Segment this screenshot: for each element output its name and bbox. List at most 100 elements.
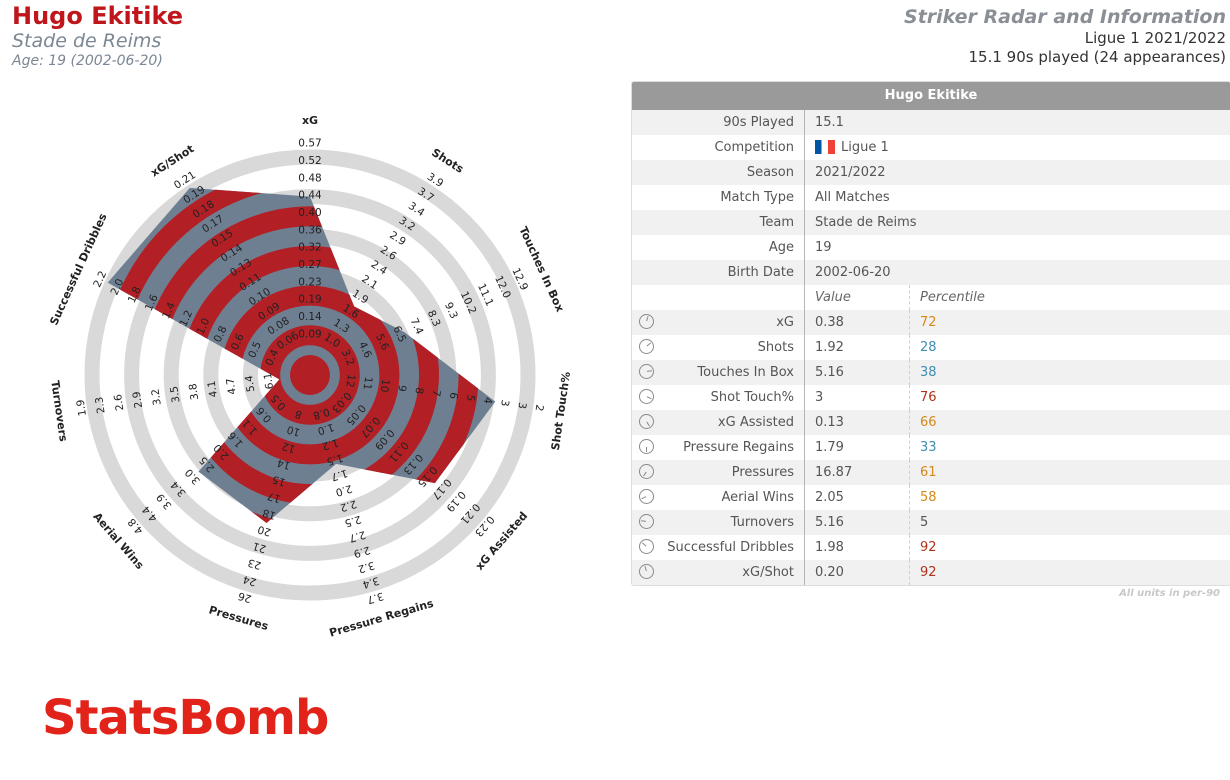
info-value-text: 19 (815, 240, 832, 255)
metric-value: 0.13 (805, 410, 910, 435)
clock-icon (638, 489, 654, 504)
metrics-header-blank (632, 285, 805, 310)
radar-tick-label: 14 (275, 456, 292, 471)
info-row: Team Stade de Reims (632, 210, 1230, 235)
metric-percentile: 28 (920, 340, 937, 355)
radar-tick-label: 0.27 (298, 259, 321, 271)
info-value: 19 (805, 235, 1225, 260)
radar-chart: 0.09 0.14 0.19 0.23 0.27 0.32 0.36 0.40 0.44 0.48… (47, 114, 573, 640)
radar-tick-label: 1.7 (330, 467, 349, 483)
radar-center (290, 355, 330, 395)
info-row: 90s Played 15.1 (632, 110, 1230, 135)
radar-tick-label: 4.1 (206, 380, 220, 398)
clock-icon (638, 414, 654, 429)
metric-percentile: 33 (920, 440, 937, 455)
radar-tick-label: 12 (281, 440, 297, 455)
clock-icon (638, 514, 654, 529)
metric-clock-icon (632, 535, 660, 560)
info-value: All Matches (805, 185, 1225, 210)
info-value-text: Ligue 1 (841, 140, 889, 155)
radar-tick-label: 2.7 (348, 528, 367, 544)
info-value-text: 15.1 (815, 115, 844, 130)
radar-tick-label: 2.6 (112, 393, 126, 412)
radar-tick-label: 23 (246, 556, 262, 571)
metric-clock-icon (632, 460, 660, 485)
metric-row: Pressure Regains 1.79 33 (632, 435, 1230, 460)
table-title: Hugo Ekitike (632, 82, 1230, 110)
info-label: Birth Date (632, 260, 805, 285)
radar-tick-label: 0.14 (298, 311, 322, 323)
metric-value: 0.20 (805, 560, 910, 585)
metric-value: 1.79 (805, 435, 910, 460)
metric-label: Shot Touch% (660, 385, 805, 410)
info-value: Ligue 1 (805, 135, 1225, 160)
clock-icon (638, 389, 654, 404)
metric-clock-icon (632, 310, 660, 335)
info-label: Match Type (632, 185, 805, 210)
info-row: Match Type All Matches (632, 185, 1230, 210)
metric-label: xG/Shot (660, 560, 805, 585)
info-table: Hugo Ekitike 90s Played 15.1 Competition Li… (631, 81, 1230, 586)
played-summary: 15.1 90s played (24 appearances) (968, 48, 1226, 66)
radar-tick-label: 3.5 (168, 385, 182, 403)
radar-tick-label: 1.2 (321, 436, 340, 452)
clock-icon (638, 314, 654, 329)
age-line: Age: 19 (2002-06-20) (12, 53, 163, 69)
metric-percentile: 76 (920, 390, 937, 405)
radar-tick-label: 2.9 (352, 543, 371, 559)
info-value-text: 2021/2022 (815, 165, 886, 180)
radar-tick-label: 21 (251, 539, 267, 554)
clock-icon (638, 364, 654, 379)
metric-row: Successful Dribbles 1.98 92 (632, 535, 1230, 560)
info-value: 2021/2022 (805, 160, 1225, 185)
metric-value: 2.05 (805, 485, 910, 510)
metric-label: Turnovers (660, 510, 805, 535)
info-value: 2002-06-20 (805, 260, 1225, 285)
radar-axis-label: Pressures (207, 603, 270, 633)
radar-tick-label: 1.5 (325, 451, 344, 467)
radar-tick-label: 26 (236, 589, 253, 604)
metric-clock-icon (632, 410, 660, 435)
radar-tick-label: 5 (464, 394, 477, 402)
clock-icon (638, 564, 654, 579)
metric-percentile: 5 (920, 515, 929, 530)
metric-clock-icon (632, 335, 660, 360)
radar-axis-label: Pressure Regains (328, 597, 436, 640)
radar-tick-label: 0.36 (298, 224, 322, 236)
radar-tick-label: 8 (412, 386, 425, 394)
metric-percentile: 72 (920, 315, 937, 330)
competition-season: Ligue 1 2021/2022 (1084, 29, 1226, 47)
radar-tick-label: 15 (271, 473, 287, 488)
clock-icon (638, 339, 654, 354)
metric-percentile: 61 (920, 465, 937, 480)
metric-label: xG Assisted (660, 410, 805, 435)
radar-tick-label: 2.3 (93, 396, 107, 414)
clock-icon (638, 439, 654, 454)
value-header: Value (805, 285, 910, 310)
metric-row: Shots 1.92 28 (632, 335, 1230, 360)
radar-tick-label: 3.8 (187, 383, 201, 401)
radar-tick-label: 0.40 (298, 207, 321, 219)
radar-tick-label: 0.23 (298, 276, 321, 288)
metric-clock-icon (632, 510, 660, 535)
radar-axis-label: Turnovers (48, 380, 70, 443)
info-row: Birth Date 2002-06-20 (632, 260, 1230, 285)
radar-tick-label: 0.57 (298, 138, 321, 150)
metric-label: Pressure Regains (660, 435, 805, 460)
metric-row: Shot Touch% 3 76 (632, 385, 1230, 410)
radar-tick-label: 0.44 (298, 190, 322, 202)
radar-tick-label: 6.1 (262, 372, 276, 390)
radar-tick-label: 9 (395, 384, 408, 392)
clock-icon (638, 539, 654, 554)
metric-row: Turnovers 5.16 5 (632, 510, 1230, 535)
metric-clock-icon (632, 485, 660, 510)
metric-label: xG (660, 310, 805, 335)
metric-percentile: 58 (920, 490, 937, 505)
percentile-header: Percentile (920, 290, 985, 305)
radar-tick-label: 3.2 (357, 559, 376, 575)
metric-percentile: 92 (920, 565, 937, 580)
radar-tick-label: 5.4 (243, 374, 257, 393)
radar-tick-label: 1.9 (75, 399, 89, 417)
radar-tick-label: 0.52 (298, 155, 321, 167)
metric-row: xG Assisted 0.13 66 (632, 410, 1230, 435)
